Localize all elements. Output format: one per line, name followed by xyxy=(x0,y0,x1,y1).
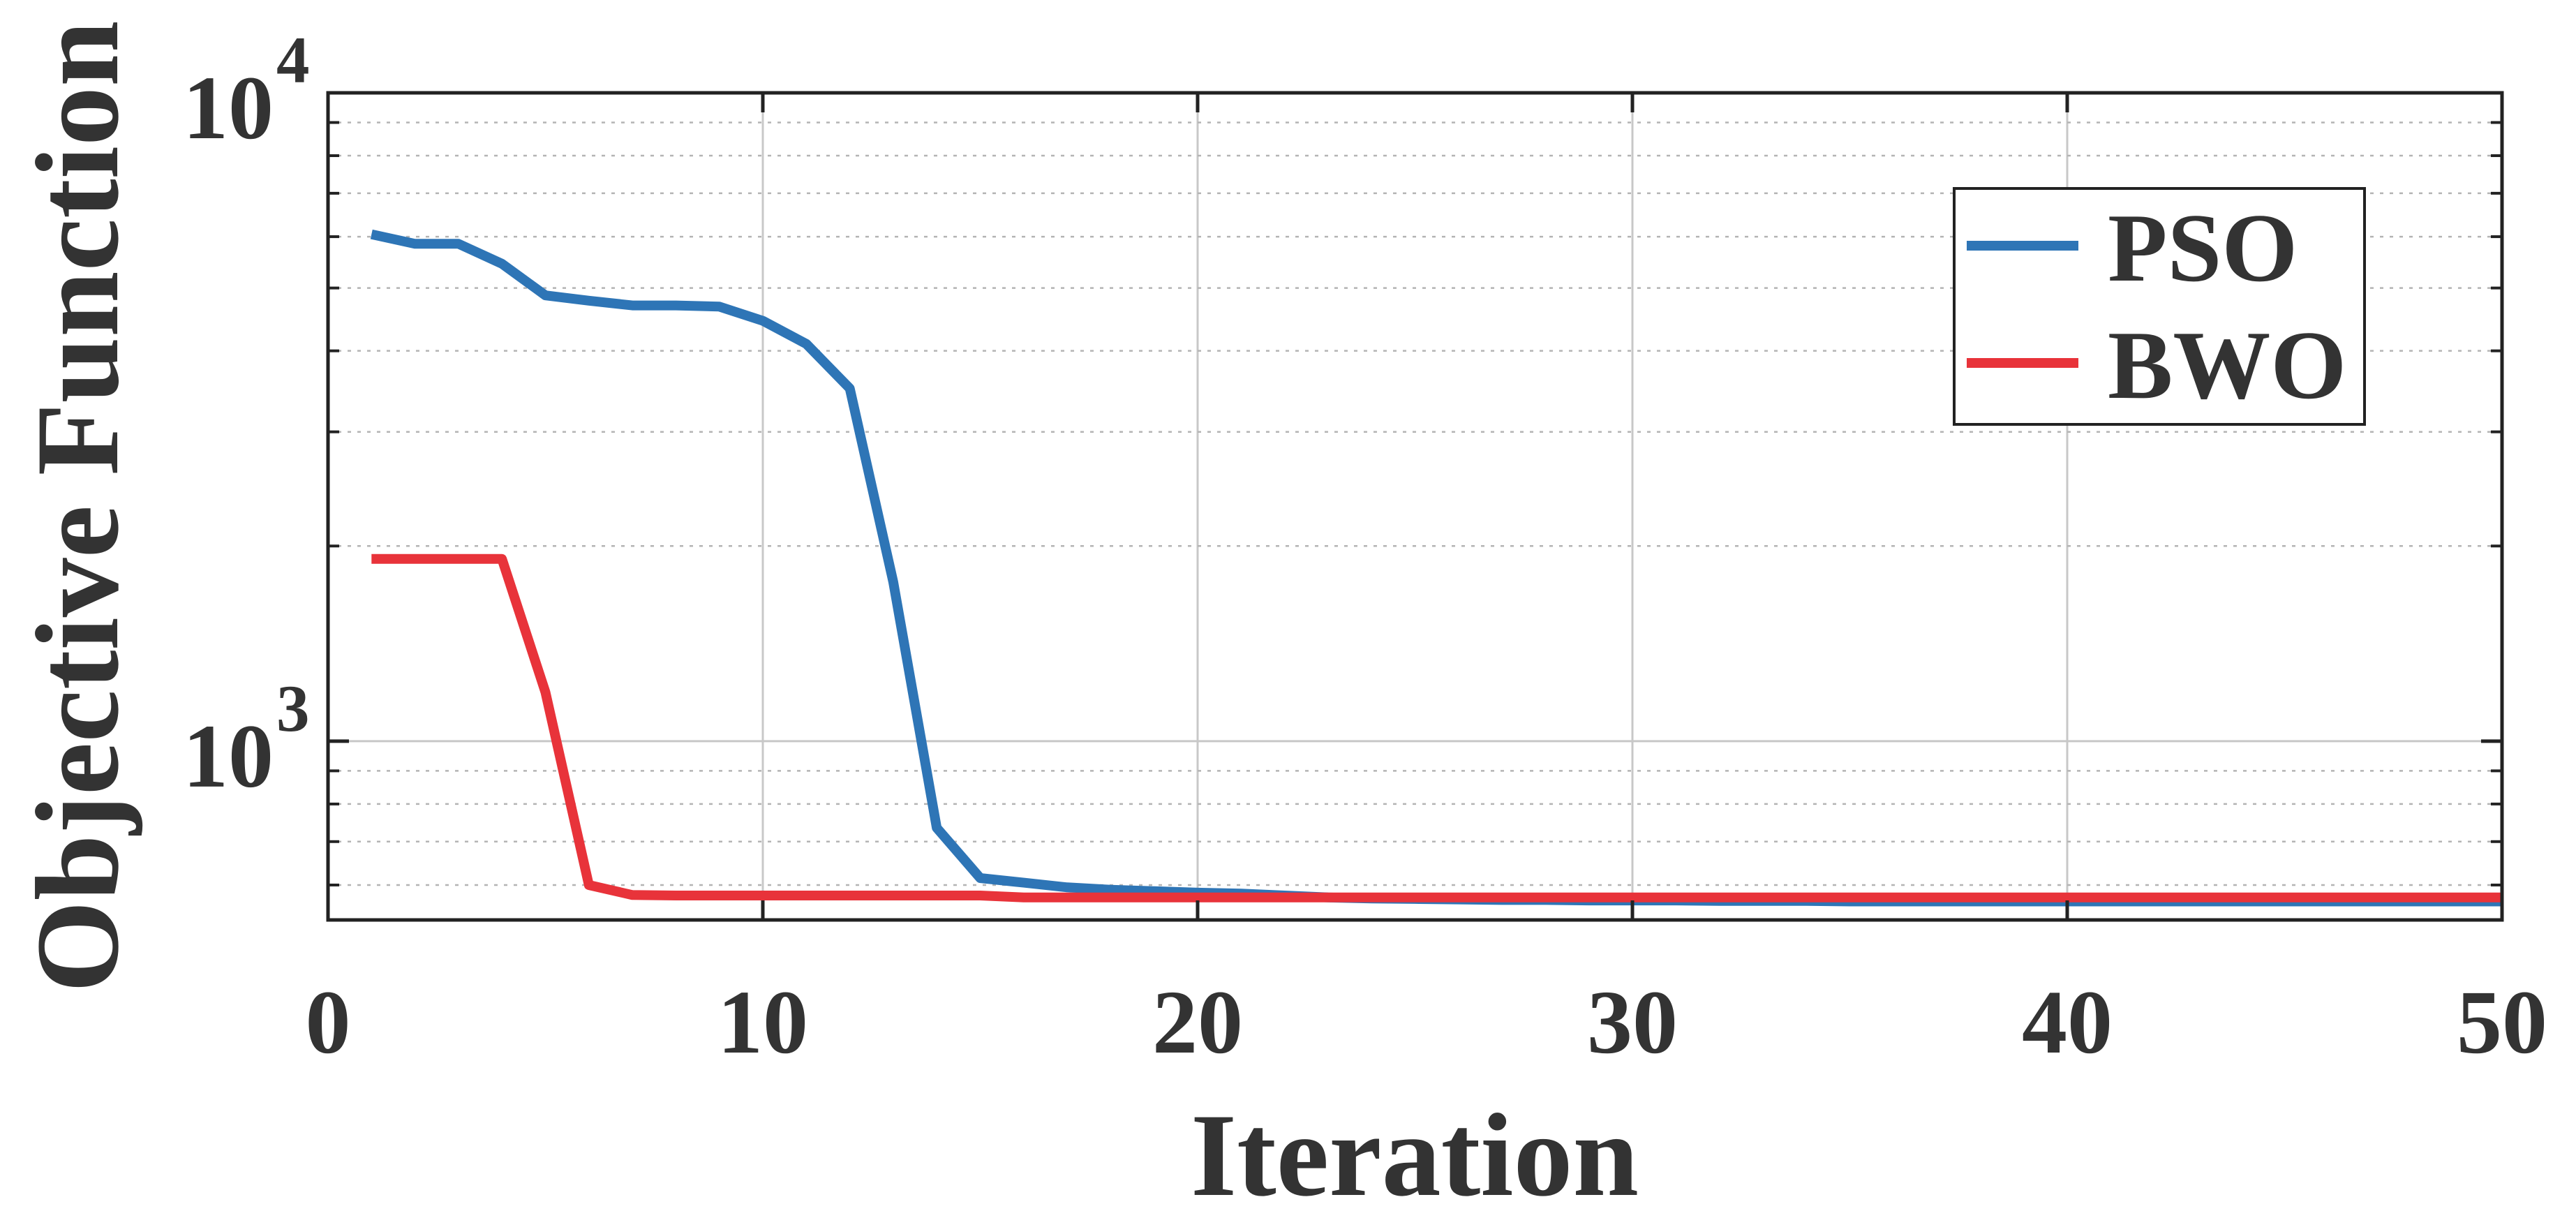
x-tick-label: 50 xyxy=(2457,972,2547,1073)
ticks xyxy=(326,91,2504,920)
x-tick-labels: 0 10 20 30 40 50 xyxy=(306,972,2548,1073)
plot-frame xyxy=(326,91,2504,922)
x-axis-title: Iteration xyxy=(1191,1090,1639,1211)
x-tick-label: 10 xyxy=(717,972,808,1073)
y-tick-label-exponent: 3 xyxy=(276,671,310,745)
y-tick-label-exponent: 4 xyxy=(276,23,310,97)
series-line-bwo xyxy=(371,554,2502,902)
legend-label-pso: PSO xyxy=(2108,194,2298,302)
x-tick-label: 30 xyxy=(1587,972,1678,1073)
legend-label-bwo: BWO xyxy=(2108,311,2346,419)
x-tick-label: 40 xyxy=(2022,972,2113,1073)
x-tick-label: 0 xyxy=(306,972,351,1073)
legend-box xyxy=(1953,187,2366,426)
y-axis-title: Objective Function xyxy=(12,21,143,993)
y-tick-label: 10 xyxy=(183,706,274,807)
y-tick-label: 10 xyxy=(183,58,274,158)
x-tick-label: 20 xyxy=(1152,972,1243,1073)
series-layer xyxy=(370,229,2502,907)
legend: PSO BWO xyxy=(1953,187,2366,426)
